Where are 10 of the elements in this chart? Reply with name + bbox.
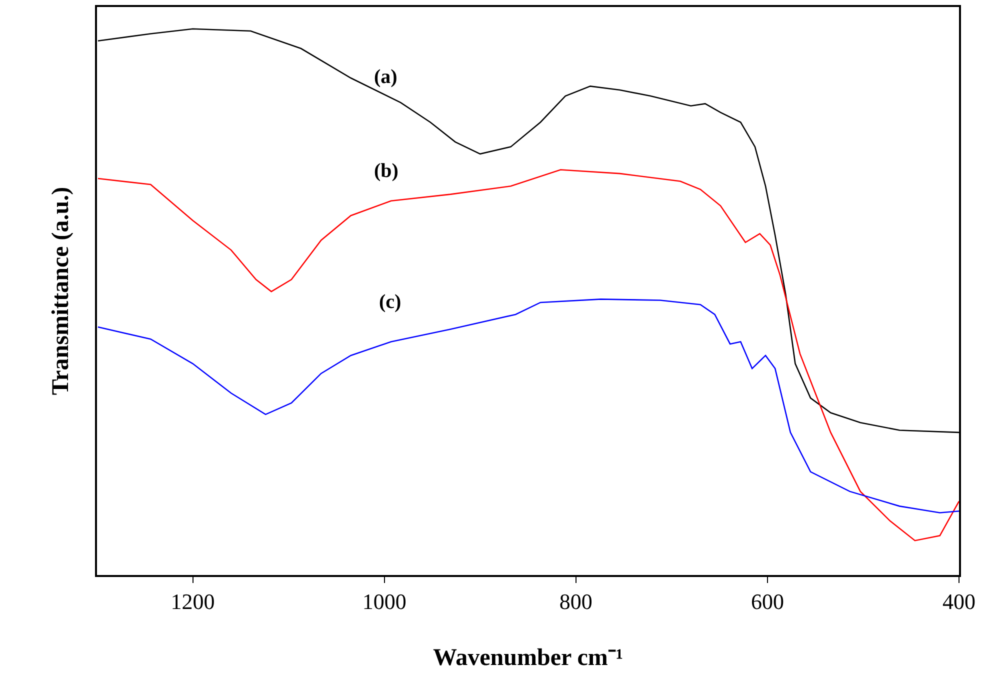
annotation: (b): [374, 160, 398, 182]
y-axis-title: Transmittance (a.u.): [48, 186, 74, 396]
x-tick-label: 800: [559, 589, 592, 614]
annotation: (a): [374, 66, 398, 88]
x-tick-label: 1000: [362, 589, 406, 614]
x-tick-label: 400: [942, 589, 976, 614]
annotation: (c): [379, 291, 402, 313]
x-axis-title: Wavenumber cm⁻¹: [432, 644, 624, 671]
x-tick-label: 600: [750, 589, 784, 614]
x-tick-label: 1200: [170, 589, 215, 614]
